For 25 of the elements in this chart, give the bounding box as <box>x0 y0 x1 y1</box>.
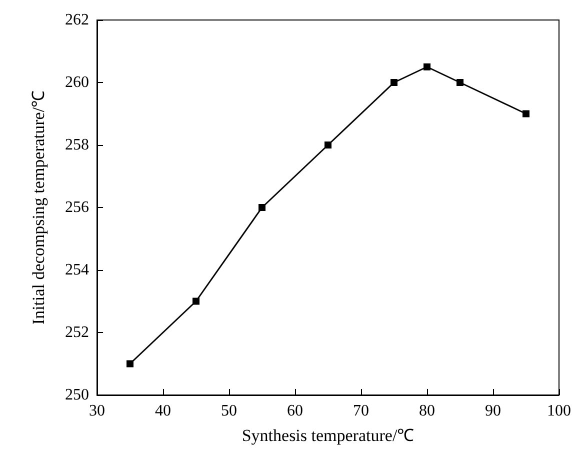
x-tick-label: 30 <box>89 402 105 420</box>
point <box>126 360 134 368</box>
point <box>192 298 200 305</box>
y-tick-label: 256 <box>65 199 89 216</box>
x-tick-label: 90 <box>485 402 501 420</box>
x-axis-title: Synthesis temperature/℃ <box>242 426 414 445</box>
y-tick-label: 252 <box>65 324 89 341</box>
y-tick-label: 262 <box>65 12 89 28</box>
point <box>390 79 398 86</box>
point <box>522 110 530 118</box>
x-tick-label: 50 <box>221 402 237 420</box>
y-tick-label: 258 <box>65 136 89 154</box>
point <box>324 142 332 148</box>
x-tick-label: 80 <box>419 402 435 420</box>
y-tick-label: 254 <box>65 262 89 278</box>
point <box>424 63 430 70</box>
y-tick-label: 260 <box>65 74 89 91</box>
x-tick-label: 40 <box>155 402 171 420</box>
x-tick-label: 60 <box>287 402 303 420</box>
y-axis-title: Initial decompsing temperature/℃ <box>29 90 48 325</box>
point <box>456 79 464 86</box>
x-tick-label: 70 <box>353 402 369 420</box>
x-tick-label: 100 <box>547 402 571 420</box>
y-tick-label: 250 <box>65 386 89 404</box>
point <box>258 204 266 211</box>
